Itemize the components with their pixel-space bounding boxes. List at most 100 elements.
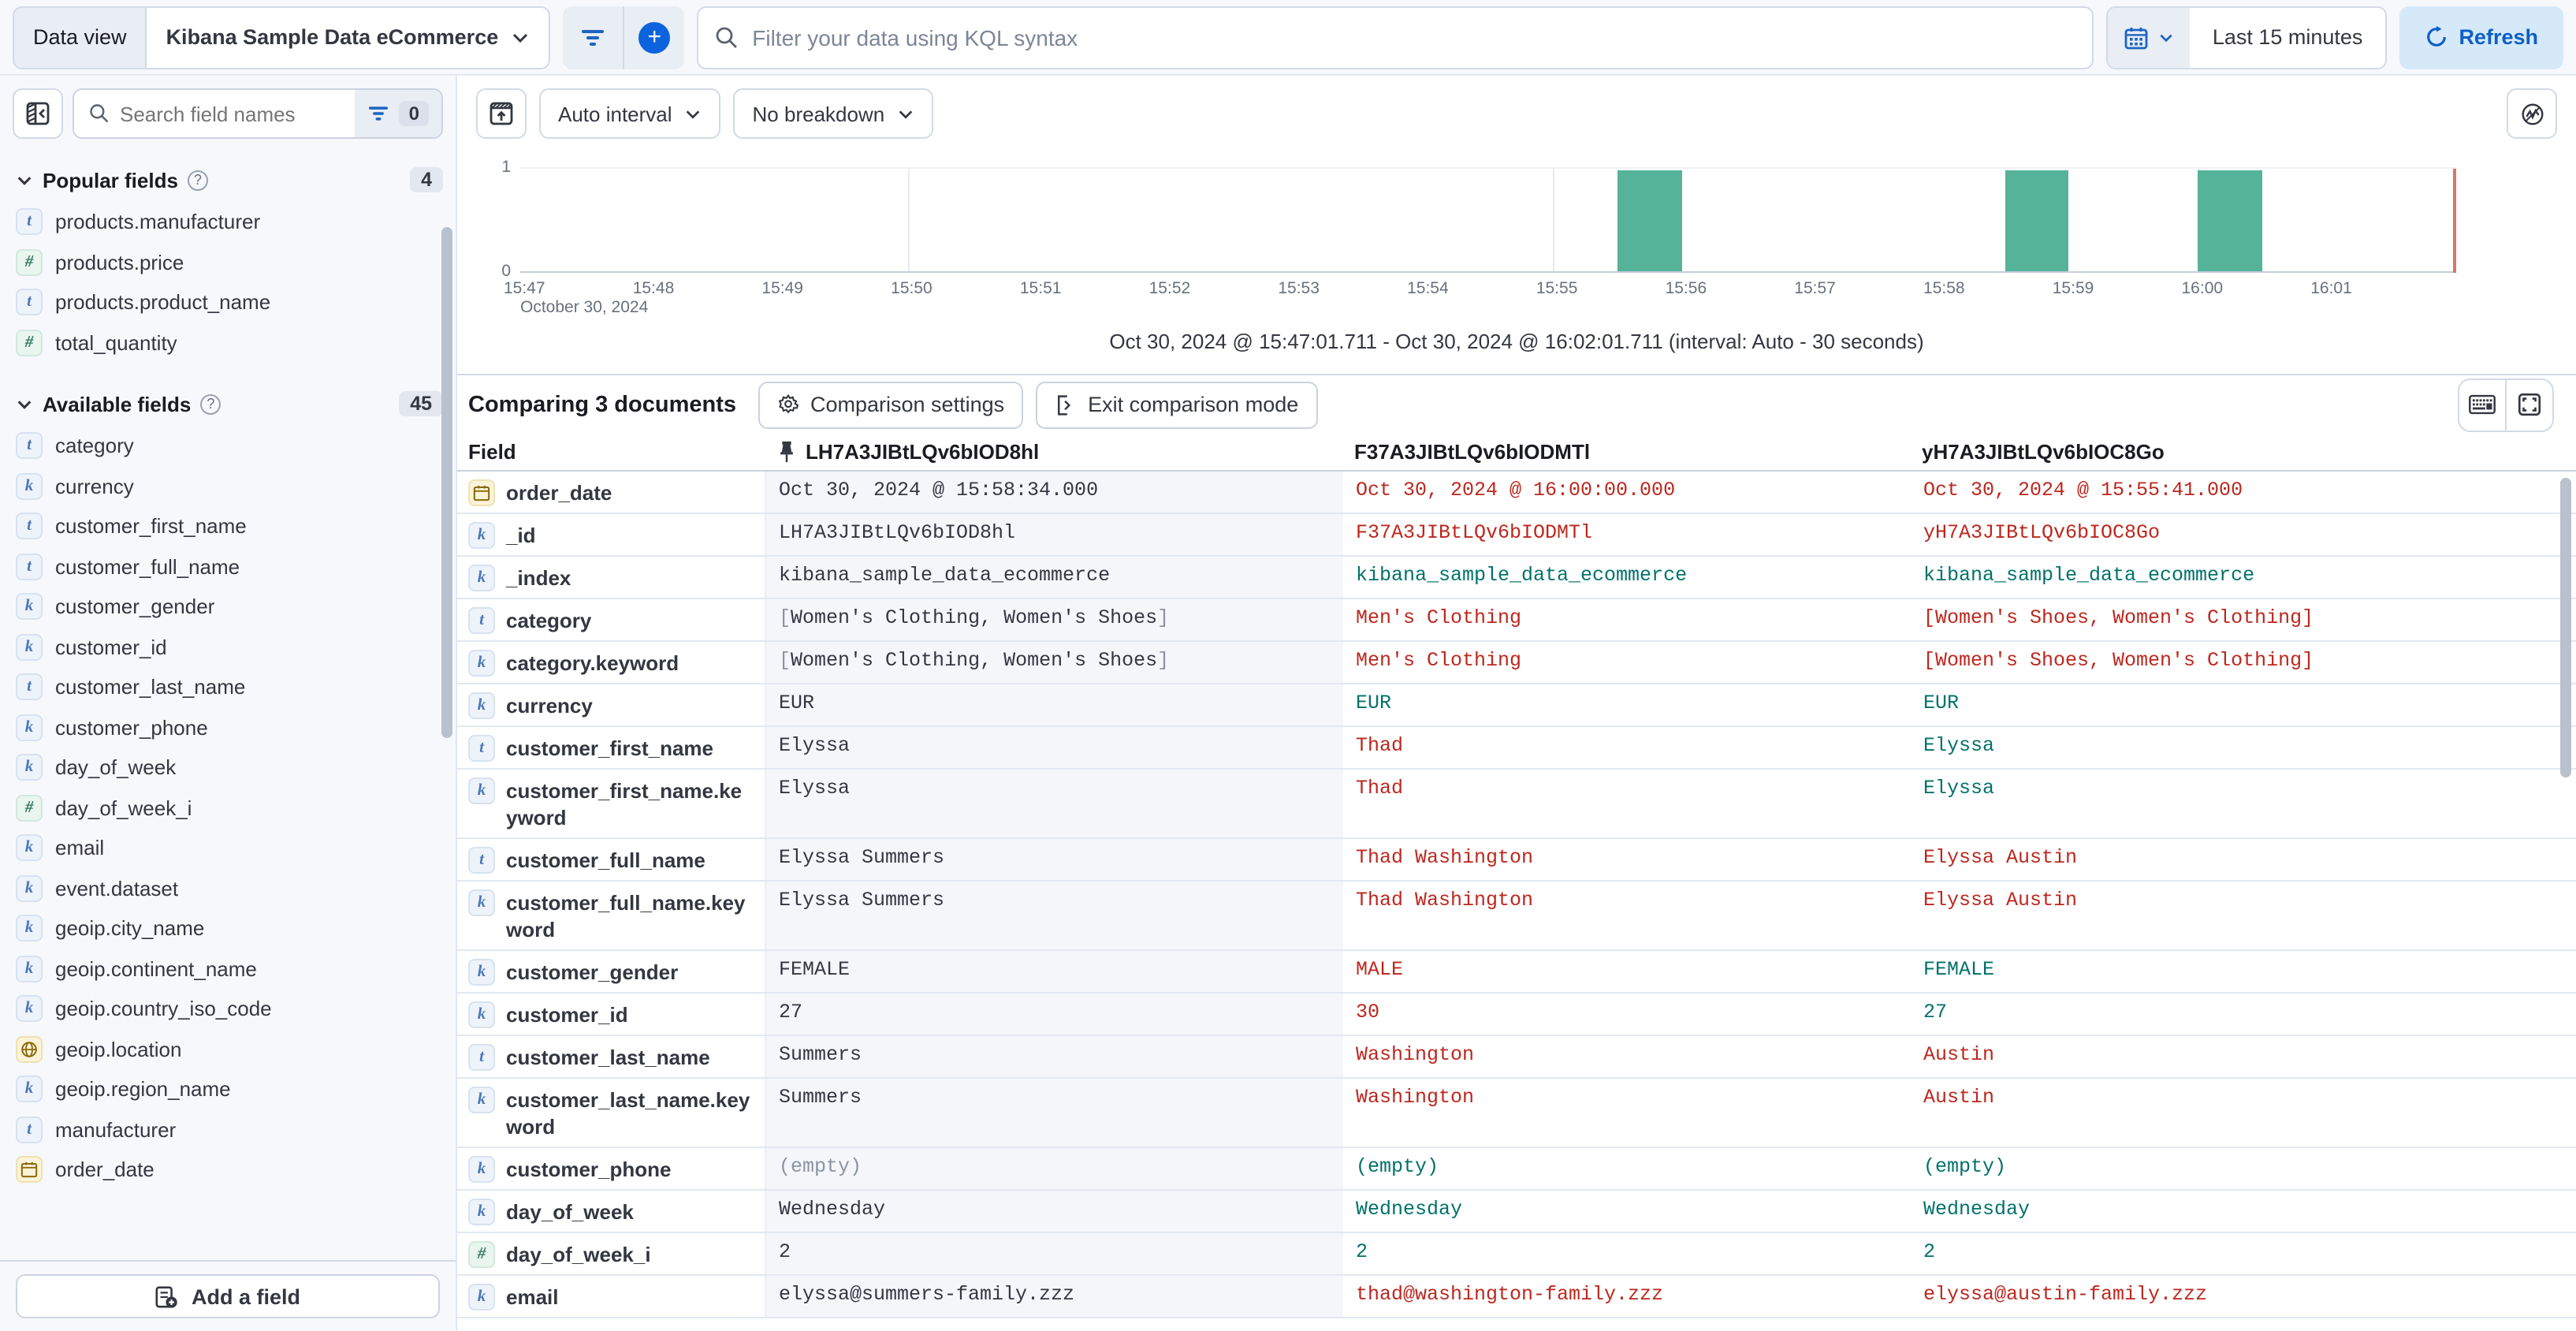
value-cell[interactable]: kibana_sample_data_ecommerce <box>1356 565 1688 587</box>
value-cell[interactable]: Elyssa <box>766 727 1343 768</box>
table-scrollbar[interactable] <box>2560 478 2571 777</box>
value-cell[interactable]: yH7A3JIBtLQv6bIOC8Go <box>1923 522 2161 544</box>
value-cell[interactable]: Elyssa <box>1923 735 1995 757</box>
add-field-button[interactable]: Add a field <box>16 1274 440 1318</box>
table-row-customer_gender[interactable]: k customer_gender FEMALE MALE FEMALE <box>457 951 2576 994</box>
field-cell[interactable]: # day_of_week_i <box>457 1233 766 1274</box>
keyboard-shortcuts-button[interactable] <box>2459 379 2505 430</box>
histogram-bar[interactable] <box>1617 170 1682 271</box>
doc-column-header[interactable]: yH7A3JIBtLQv6bIOC8Go <box>1911 434 2576 470</box>
field-column-header[interactable]: Field <box>468 440 516 464</box>
popular-field-item-products.product_name[interactable]: t products.product_name <box>0 282 456 322</box>
field-cell[interactable]: k customer_phone <box>457 1148 766 1189</box>
value-cell[interactable]: Men's Clothing <box>1356 607 1522 629</box>
field-cell[interactable]: k _id <box>457 514 766 555</box>
value-cell[interactable]: EUR <box>1356 692 1392 714</box>
kql-query-input[interactable] <box>752 24 2077 50</box>
value-cell[interactable]: elyssa@summers-family.zzz <box>766 1276 1343 1317</box>
interval-dropdown[interactable]: Auto interval <box>539 88 721 139</box>
available-field-item-event.dataset[interactable]: k event.dataset <box>0 868 456 908</box>
available-field-item-order_date[interactable]: order_date <box>0 1150 456 1190</box>
table-row-customer_last_name.keyword[interactable]: k customer_last_name.keyword Summers Washin… <box>457 1079 2576 1148</box>
field-cell[interactable]: k day_of_week <box>457 1191 766 1232</box>
value-cell[interactable]: 2 <box>1356 1241 1368 1263</box>
value-cell[interactable]: EUR <box>766 684 1343 725</box>
chart-options-button[interactable] <box>476 88 527 139</box>
value-cell[interactable]: Summers <box>766 1079 1343 1146</box>
table-row-_index[interactable]: k _index kibana_sample_data_ecommerce kiban… <box>457 557 2576 599</box>
value-cell[interactable]: 27 <box>766 994 1343 1035</box>
value-cell[interactable]: EUR <box>1923 692 1960 714</box>
field-cell[interactable]: k category.keyword <box>457 642 766 683</box>
value-cell[interactable]: LH7A3JIBtLQv6bIOD8hl <box>766 514 1343 555</box>
available-field-item-customer_first_name[interactable]: t customer_first_name <box>0 506 456 546</box>
available-field-item-email[interactable]: k email <box>0 828 456 868</box>
field-cell[interactable]: t customer_last_name <box>457 1036 766 1077</box>
value-cell[interactable]: FEMALE <box>1923 959 1995 981</box>
value-cell[interactable]: [Women's Shoes, Women's Clothing] <box>1923 607 2314 629</box>
value-cell[interactable]: (empty) <box>1356 1156 1439 1178</box>
value-cell[interactable]: kibana_sample_data_ecommerce <box>766 557 1343 598</box>
table-row-customer_first_name[interactable]: t customer_first_name Elyssa Thad Elyssa <box>457 727 2576 770</box>
popular-field-item-products.manufacturer[interactable]: t products.manufacturer <box>0 202 456 242</box>
table-row-customer_full_name[interactable]: t customer_full_name Elyssa Summers Thad Wa… <box>457 839 2576 882</box>
value-cell[interactable]: [Women's Clothing, Women's Shoes] <box>766 599 1343 640</box>
search-field-names-input[interactable] <box>120 102 356 125</box>
field-cell[interactable]: t customer_full_name <box>457 839 766 880</box>
value-cell[interactable]: Austin <box>1923 1087 1995 1109</box>
value-cell[interactable]: Wednesday <box>766 1191 1343 1232</box>
table-row-customer_first_name.keyword[interactable]: k customer_first_name.keyword Elyssa Thad El… <box>457 770 2576 839</box>
histogram-bar[interactable] <box>2005 170 2069 271</box>
value-cell[interactable]: Elyssa <box>1923 777 1995 800</box>
field-list-scroll[interactable]: Popular fields ? 4 t products.manufacture… <box>0 151 456 1260</box>
value-cell[interactable]: Elyssa Austin <box>1923 889 2078 912</box>
value-cell[interactable]: Elyssa Summers <box>766 839 1343 880</box>
available-field-item-day_of_week[interactable]: k day_of_week <box>0 748 456 788</box>
value-cell[interactable]: FEMALE <box>766 951 1343 992</box>
value-cell[interactable]: Austin <box>1923 1044 1995 1066</box>
value-cell[interactable]: [Women's Clothing, Women's Shoes] <box>766 642 1343 683</box>
edit-visualization-button[interactable] <box>2507 88 2557 139</box>
field-cell[interactable]: t customer_first_name <box>457 727 766 768</box>
available-field-item-currency[interactable]: k currency <box>0 466 456 506</box>
value-cell[interactable]: elyssa@austin-family.zzz <box>1923 1284 2208 1306</box>
table-row-currency[interactable]: k currency EUR EUR EUR <box>457 684 2576 727</box>
value-cell[interactable]: Wednesday <box>1923 1199 2031 1221</box>
field-cell[interactable]: k customer_gender <box>457 951 766 992</box>
value-cell[interactable]: Thad <box>1356 735 1404 757</box>
table-row-customer_last_name[interactable]: t customer_last_name Summers Washington Aust… <box>457 1036 2576 1079</box>
data-view-button[interactable]: Kibana Sample Data eCommerce <box>145 6 551 69</box>
table-row-day_of_week[interactable]: k day_of_week Wednesday Wednesday Wednesday <box>457 1191 2576 1233</box>
field-cell[interactable]: k customer_last_name.keyword <box>457 1079 766 1146</box>
value-cell[interactable]: (empty) <box>1923 1156 2007 1178</box>
value-cell[interactable]: Thad Washington <box>1356 889 1534 912</box>
value-cell[interactable]: Elyssa Austin <box>1923 847 2078 869</box>
table-row-category[interactable]: t category [Women's Clothing, Women's Shoe… <box>457 599 2576 642</box>
available-field-item-category[interactable]: t category <box>0 426 456 466</box>
field-cell[interactable]: t category <box>457 599 766 640</box>
value-cell[interactable]: Thad Washington <box>1356 847 1534 869</box>
value-cell[interactable]: thad@washington-family.zzz <box>1356 1284 1664 1306</box>
collapse-sidebar-button[interactable] <box>13 88 63 139</box>
value-cell[interactable]: Men's Clothing <box>1356 650 1522 672</box>
table-row-day_of_week_i[interactable]: # day_of_week_i 2 2 2 <box>457 1233 2576 1276</box>
field-cell[interactable]: k customer_first_name.keyword <box>457 770 766 837</box>
value-cell[interactable]: 27 <box>1923 1001 1948 1023</box>
value-cell[interactable]: Oct 30, 2024 @ 16:00:00.000 <box>1356 479 1676 501</box>
table-row-customer_phone[interactable]: k customer_phone (empty) (empty) (empty) <box>457 1148 2576 1191</box>
available-field-item-manufacturer[interactable]: t manufacturer <box>0 1109 456 1150</box>
field-cell[interactable]: k customer_full_name.keyword <box>457 882 766 949</box>
comparison-settings-button[interactable]: Comparison settings <box>758 381 1024 428</box>
table-row-customer_id[interactable]: k customer_id 27 30 27 <box>457 994 2576 1036</box>
available-field-item-geoip.city_name[interactable]: k geoip.city_name <box>0 908 456 949</box>
add-filter-button[interactable]: + <box>624 6 684 69</box>
value-cell[interactable]: Washington <box>1356 1044 1475 1066</box>
available-field-item-customer_last_name[interactable]: t customer_last_name <box>0 667 456 707</box>
doc-column-header[interactable]: LH7A3JIBtLQv6bIOD8hl <box>766 434 1343 470</box>
histogram-plot[interactable] <box>520 167 2456 273</box>
value-cell[interactable]: Wednesday <box>1356 1199 1463 1221</box>
field-cell[interactable]: k customer_id <box>457 994 766 1035</box>
value-cell[interactable]: F37A3JIBtLQv6bIODMTl <box>1356 522 1593 544</box>
value-cell[interactable]: Oct 30, 2024 @ 15:55:41.000 <box>1923 479 2243 501</box>
value-cell[interactable]: 30 <box>1356 1001 1380 1023</box>
